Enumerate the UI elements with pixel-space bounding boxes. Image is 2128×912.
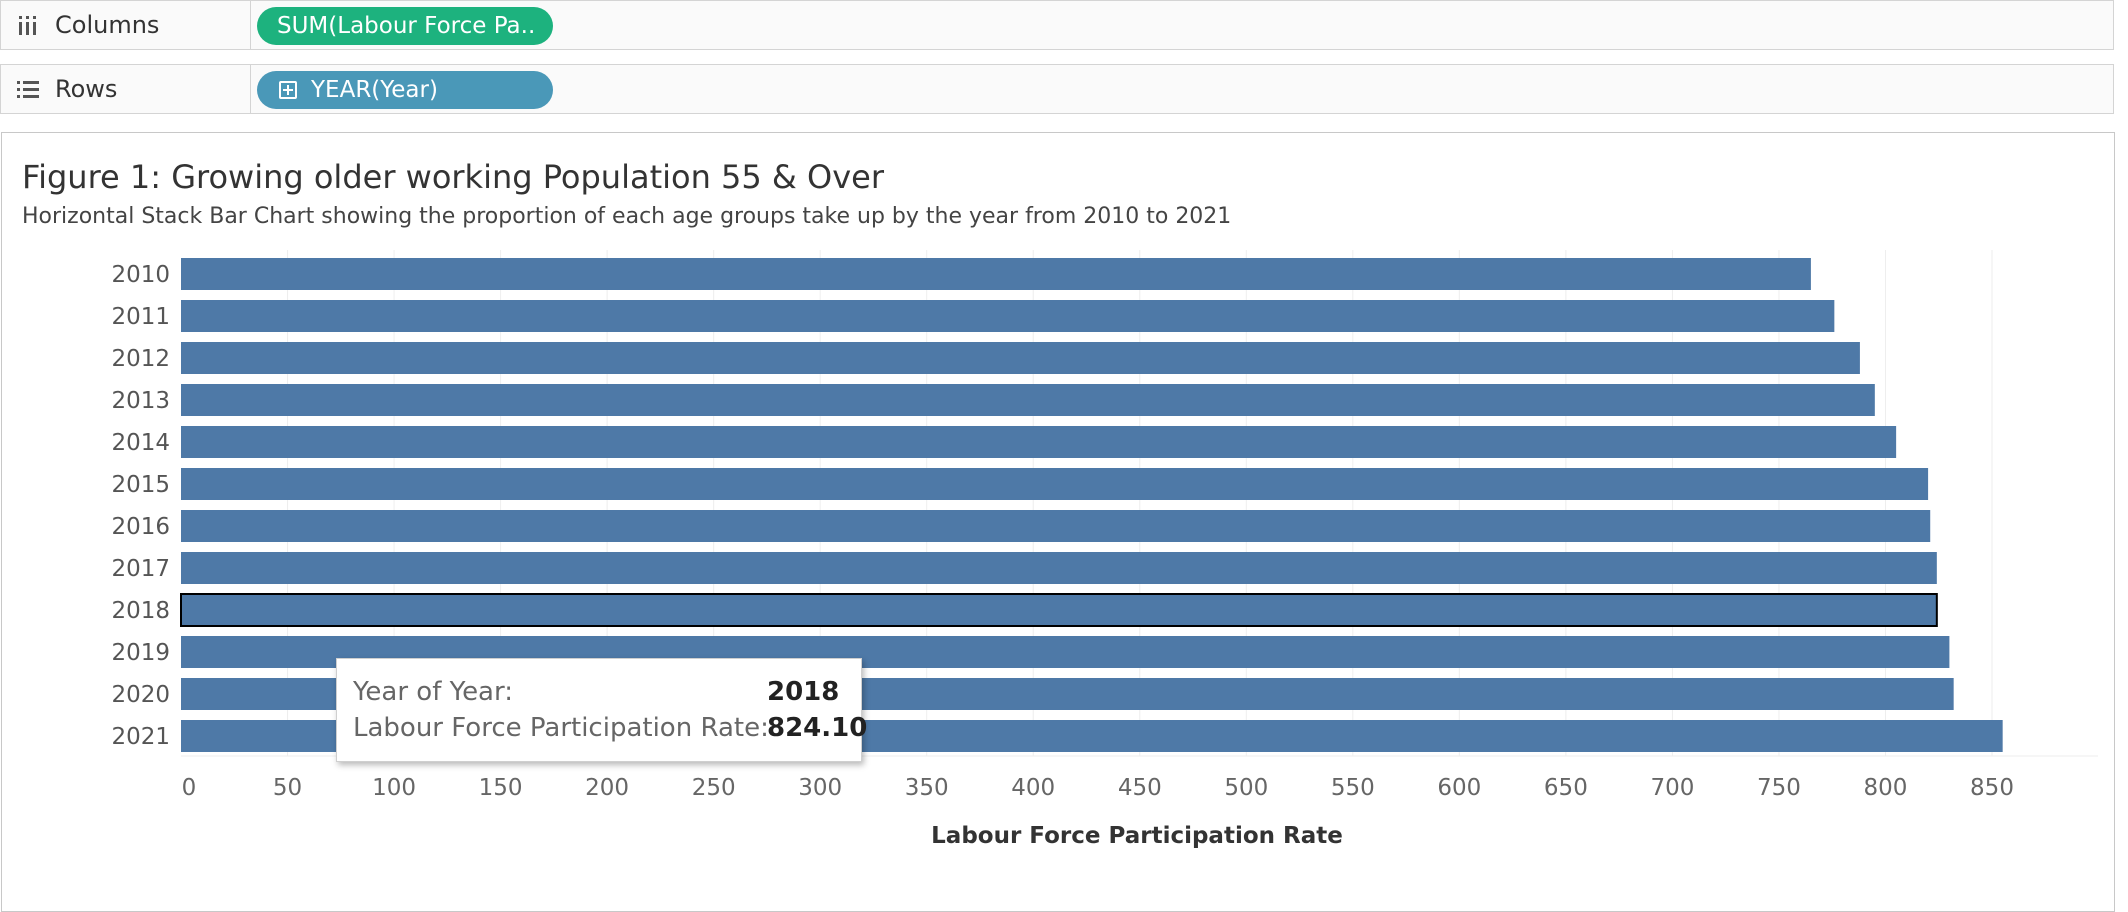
- chart-title: Figure 1: Growing older working Populati…: [22, 158, 885, 196]
- rows-dimension-pill[interactable]: YEAR(Year): [257, 71, 553, 109]
- rows-label-text: Rows: [55, 75, 118, 103]
- y-tick-label: 2015: [111, 472, 170, 498]
- tooltip-year-label: Year of Year:: [353, 677, 513, 707]
- y-tick-label: 2011: [111, 304, 170, 330]
- y-tick-label: 2016: [111, 514, 170, 540]
- tooltip-rate-label: Labour Force Participation Rate:: [353, 713, 769, 743]
- expand-icon[interactable]: [279, 81, 297, 99]
- y-tick-label: 2019: [111, 640, 170, 666]
- x-tick-label: 150: [479, 775, 523, 801]
- columns-shelf-label: Columns: [1, 1, 251, 49]
- x-tick-label: 200: [585, 775, 629, 801]
- x-tick-label: 450: [1118, 775, 1162, 801]
- x-tick-label: 850: [1970, 775, 2014, 801]
- tooltip-year-value: 2018: [767, 677, 840, 707]
- x-tick-label: 550: [1331, 775, 1375, 801]
- y-tick-label: 2012: [111, 346, 170, 372]
- bar-2017[interactable]: [181, 552, 1937, 584]
- x-tick-label: 250: [692, 775, 736, 801]
- y-tick-label: 2010: [111, 262, 170, 288]
- bar-2012[interactable]: [181, 342, 1860, 374]
- tooltip-rate-row: Labour Force Participation Rate: 824.10: [353, 713, 867, 749]
- y-tick-label: 2014: [111, 430, 170, 456]
- chart-subtitle: Horizontal Stack Bar Chart showing the p…: [22, 204, 1232, 229]
- columns-icon: [13, 14, 43, 36]
- x-tick-label: 600: [1437, 775, 1481, 801]
- bar-2010[interactable]: [181, 258, 1811, 290]
- x-tick-label: 400: [1011, 775, 1055, 801]
- x-tick-label: 300: [798, 775, 842, 801]
- tooltip: Year of Year: 2018 Labour Force Particip…: [336, 658, 867, 762]
- y-tick-label: 2013: [111, 388, 170, 414]
- x-tick-label: 750: [1757, 775, 1801, 801]
- x-tick-label: 350: [905, 775, 949, 801]
- x-tick-label: 0: [182, 775, 197, 801]
- rows-shelf: Rows YEAR(Year): [0, 64, 2114, 114]
- tooltip-year-row: Year of Year: 2018: [353, 677, 839, 713]
- x-tick-label: 650: [1544, 775, 1588, 801]
- y-tick-label: 2020: [111, 682, 170, 708]
- x-axis-title: Labour Force Participation Rate: [931, 823, 1343, 849]
- bar-2018[interactable]: [180, 593, 1938, 627]
- bar-2014[interactable]: [181, 426, 1897, 458]
- y-tick-label: 2017: [111, 556, 170, 582]
- bar-2016[interactable]: [181, 510, 1931, 542]
- rows-icon: [13, 78, 43, 100]
- columns-measure-pill[interactable]: SUM(Labour Force Pa..: [257, 7, 553, 45]
- y-tick-label: 2018: [111, 598, 170, 624]
- x-tick-label: 800: [1864, 775, 1908, 801]
- x-tick-label: 50: [273, 775, 302, 801]
- rows-pill-text: YEAR(Year): [311, 77, 438, 103]
- rows-shelf-label: Rows: [1, 65, 251, 113]
- x-tick-label: 700: [1650, 775, 1694, 801]
- x-tick-label: 500: [1224, 775, 1268, 801]
- columns-shelf: Columns SUM(Labour Force Pa..: [0, 0, 2114, 50]
- tooltip-rate-value: 824.10: [767, 713, 868, 743]
- y-tick-label: 2021: [111, 724, 170, 750]
- bar-2011[interactable]: [181, 300, 1835, 332]
- bar-2013[interactable]: [181, 384, 1875, 416]
- columns-label-text: Columns: [55, 11, 160, 39]
- bar-2015[interactable]: [181, 468, 1929, 500]
- x-tick-label: 100: [372, 775, 416, 801]
